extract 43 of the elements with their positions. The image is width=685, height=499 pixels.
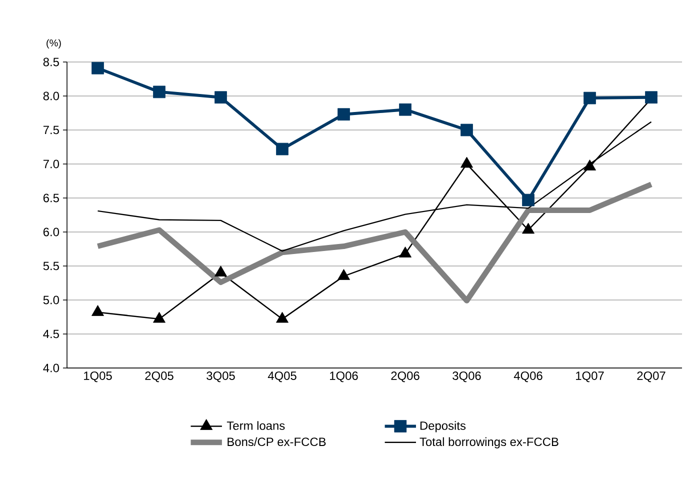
legend-label: Bons/CP ex-FCCB <box>228 437 326 446</box>
legend-label: Deposits <box>420 421 466 432</box>
point <box>460 124 473 136</box>
point <box>338 108 350 121</box>
x-tick-label: 2Q06 <box>391 372 420 382</box>
point <box>522 222 534 234</box>
point <box>338 269 350 280</box>
point <box>584 92 596 104</box>
legend-label: Term loans <box>226 421 285 430</box>
x-tick-label: 3Q05 <box>206 372 235 382</box>
point <box>92 62 104 74</box>
y-tick-label: 4.0 <box>43 364 60 372</box>
x-tick-label: 4Q06 <box>514 372 542 382</box>
y-tick-label: 8.5 <box>43 58 59 66</box>
point <box>153 312 166 323</box>
point <box>460 156 473 168</box>
x-tick-label: 1Q06 <box>330 372 358 382</box>
point <box>153 86 166 98</box>
point <box>584 160 596 170</box>
y-tick-label: 6.5 <box>43 194 59 202</box>
point <box>276 312 288 323</box>
point <box>276 142 288 156</box>
point <box>92 305 104 316</box>
point <box>214 266 227 276</box>
x-tick-label: 4Q05 <box>268 372 296 382</box>
legend-label: Total borrowings ex-FCCB <box>420 437 558 448</box>
x-tick-label: 1Q07 <box>576 372 604 382</box>
x-tick-label: 3Q06 <box>452 372 481 382</box>
point <box>214 91 227 104</box>
y-axis-title: (%) <box>46 39 61 48</box>
y-tick-label: 4.5 <box>43 330 59 338</box>
y-tick-label: 7.5 <box>43 126 59 134</box>
y-tick-label: 8.0 <box>43 92 60 100</box>
x-tick-label: 2Q05 <box>145 372 174 382</box>
point <box>399 103 412 116</box>
y-tick-label: 5.0 <box>43 296 60 304</box>
point <box>522 194 534 206</box>
y-tick-label: 6.0 <box>43 228 60 236</box>
x-tick-label: 2Q07 <box>637 372 666 382</box>
x-tick-label: 1Q05 <box>84 372 112 382</box>
point <box>399 246 412 258</box>
y-tick-label: 5.5 <box>43 262 59 270</box>
y-tick-label: 7.0 <box>43 160 60 168</box>
